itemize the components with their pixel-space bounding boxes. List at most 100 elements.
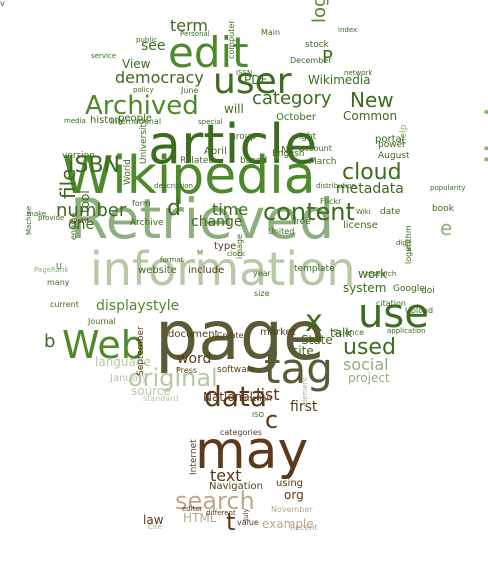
cloud-word: metadata	[336, 181, 404, 197]
cloud-word: history	[90, 115, 125, 126]
cloud-word: Machine	[25, 205, 33, 235]
cloud-word: Create	[217, 331, 244, 340]
cloud-word: Main	[261, 28, 281, 37]
cloud-word: tool	[78, 190, 92, 213]
cloud-word: license	[343, 220, 378, 231]
cloud-word: index	[338, 26, 358, 34]
cloud-word: text	[210, 466, 242, 485]
cloud-word: book	[432, 204, 454, 214]
cloud-word: type	[214, 241, 237, 252]
cloud-word: digit	[396, 239, 412, 247]
cloud-word: c	[265, 406, 279, 434]
cloud-word: clock	[227, 250, 245, 258]
cloud-word: distribution	[316, 182, 356, 190]
cloud-word: information	[90, 242, 356, 296]
cloud-word: format	[160, 256, 184, 264]
cloud-word: National	[203, 390, 254, 404]
cloud-word: Archived	[85, 91, 199, 121]
cloud-word: version	[62, 151, 95, 161]
cloud-word: View	[122, 57, 151, 71]
cloud-word: v	[0, 0, 5, 8]
cloud-word: software	[217, 365, 256, 375]
cloud-word: year	[253, 269, 271, 278]
cloud-word: World	[123, 159, 133, 185]
cloud-word: first	[290, 399, 318, 415]
cloud-word: Recent	[290, 523, 318, 532]
cloud-word: popularity	[430, 184, 466, 192]
cloud-word: December	[290, 56, 332, 65]
cloud-word: Internet	[189, 439, 199, 475]
cloud-word: International	[110, 117, 162, 126]
cloud-word: talk	[330, 326, 353, 340]
cloud-word: power	[378, 140, 406, 150]
cloud-word: Archive	[130, 218, 164, 228]
cloud-word: media	[64, 117, 86, 125]
cloud-word: time	[212, 200, 249, 219]
cloud-word: d	[167, 196, 181, 221]
cloud-word: Related	[180, 156, 215, 166]
cloud-word: file	[56, 168, 80, 199]
cloud-word: function	[239, 394, 272, 403]
cloud-word: size	[254, 289, 270, 298]
cloud-word: market	[260, 327, 296, 338]
cloud-word: application	[387, 327, 426, 335]
cloud-word: example	[262, 517, 314, 531]
cloud-word: category	[252, 88, 332, 109]
cloud-word: March	[309, 157, 337, 167]
cloud-word: element	[301, 377, 309, 406]
cloud-word: term	[170, 16, 208, 35]
cloud-word: United	[268, 227, 295, 236]
cloud-word: U	[56, 262, 62, 271]
cloud-word: log	[309, 0, 330, 23]
cloud-word: make	[27, 210, 47, 218]
cloud-word: doi	[421, 286, 435, 296]
cloud-word: categories	[220, 428, 262, 437]
cloud-word: source	[131, 384, 171, 398]
cloud-word: Navigation	[209, 481, 263, 492]
cloud-word: Google	[393, 284, 425, 294]
cloud-word: Common	[343, 109, 398, 123]
cloud-word: used	[343, 335, 396, 360]
cloud-word: July	[242, 508, 250, 521]
cloud-word: group	[230, 132, 257, 142]
cloud-word: content	[263, 198, 355, 226]
cloud-word: displaystyle	[96, 298, 180, 314]
cloud-word: network	[344, 69, 373, 77]
cloud-word: template	[294, 264, 335, 274]
cloud-word: description	[154, 182, 193, 190]
cloud-word: Wikimedia	[308, 73, 371, 87]
cloud-word: using	[276, 478, 304, 489]
cloud-word: computer	[227, 20, 236, 59]
cloud-word: x	[305, 304, 323, 339]
cloud-word: Upload	[405, 306, 434, 315]
cloud-word: June	[181, 86, 199, 95]
cloud-word: page	[155, 297, 325, 376]
cloud-word: public	[136, 36, 158, 44]
cloud-word: N	[281, 145, 289, 156]
cloud-word: document	[168, 329, 219, 340]
cloud-word: editor	[182, 505, 203, 513]
cloud-word: right	[295, 132, 317, 142]
cloud-word: b	[44, 331, 56, 352]
cloud-word: Retrieved	[70, 187, 335, 251]
cloud-word: social	[343, 355, 389, 374]
cloud-word: may	[195, 421, 309, 481]
cloud-word: research	[366, 270, 397, 278]
cloud-word: see	[141, 38, 166, 54]
cloud-word: October	[276, 112, 317, 123]
cloud-word: Wiki	[356, 208, 371, 216]
cloud-word: t	[226, 508, 236, 536]
cloud-word: based	[240, 156, 268, 166]
cloud-word: people	[118, 113, 152, 124]
cloud-word: system	[343, 281, 387, 295]
cloud-word: Personal	[180, 30, 210, 38]
cloud-word: P	[322, 47, 333, 68]
cloud-word: website	[138, 265, 177, 276]
cloud-word: Flickr	[320, 197, 342, 206]
cloud-word: ISBN	[68, 153, 121, 178]
cloud-word: org	[284, 488, 304, 502]
cloud-word: November	[271, 505, 313, 514]
cloud-word: Cite	[148, 523, 162, 531]
cloud-word: portal	[375, 134, 405, 145]
cloud-word: New	[350, 88, 394, 112]
